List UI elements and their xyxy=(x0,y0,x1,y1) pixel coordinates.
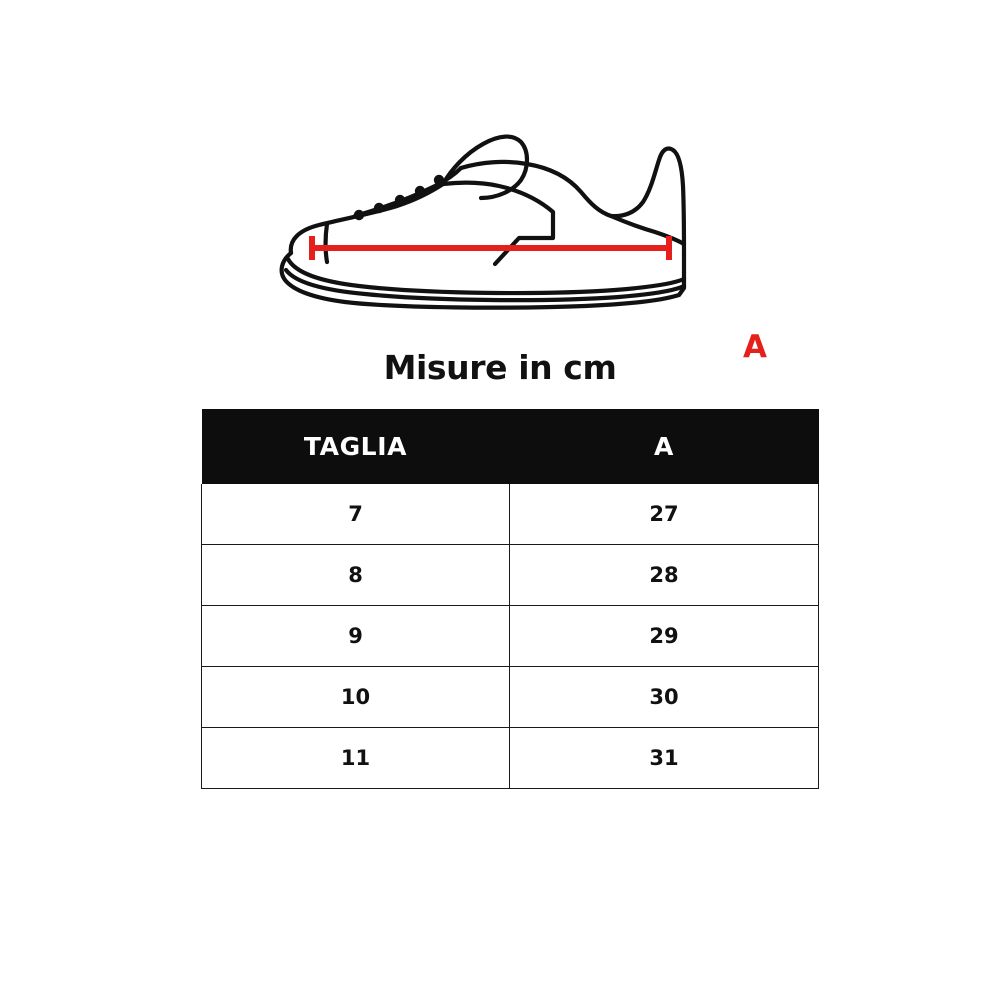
cell-size: 10 xyxy=(201,666,510,728)
measurement-label-a: A xyxy=(743,329,767,365)
collar-top-path xyxy=(458,159,614,219)
heel-inner-curve xyxy=(608,213,687,247)
heel-counter-path xyxy=(608,146,687,257)
sneaker-diagram: A xyxy=(255,120,767,363)
table-row: 7 27 xyxy=(201,484,819,545)
cell-a: 29 xyxy=(509,605,819,667)
tongue-path xyxy=(440,134,530,201)
lace-eyelet xyxy=(353,209,365,221)
outsole-path xyxy=(279,250,687,310)
cell-size: 8 xyxy=(201,544,510,606)
lace-panel-line xyxy=(352,165,464,219)
table-body: 7 27 8 28 9 29 10 30 11 31 xyxy=(201,484,819,789)
table-header: TAGLIA A xyxy=(201,409,819,484)
lace-eyelet xyxy=(394,194,406,206)
cell-size: 7 xyxy=(201,484,510,545)
cell-size: 9 xyxy=(201,605,510,667)
table-header-row: TAGLIA A xyxy=(201,409,819,484)
sneaker-illustration-svg xyxy=(279,134,687,310)
lace-eyelet xyxy=(373,202,385,214)
measurement-line-a xyxy=(309,236,672,260)
lace-eyelet xyxy=(433,174,445,186)
cell-a: 27 xyxy=(509,484,819,545)
table-row: 8 28 xyxy=(201,544,819,606)
sneaker-outline-group xyxy=(279,134,687,310)
cell-size: 11 xyxy=(201,727,510,789)
cell-a: 30 xyxy=(509,666,819,728)
cell-a: 28 xyxy=(509,544,819,606)
column-header-taglia: TAGLIA xyxy=(201,409,510,484)
page-title: Misure in cm xyxy=(383,348,617,387)
toe-cap-seam xyxy=(323,221,330,265)
column-header-a: A xyxy=(509,409,819,484)
table-row: 9 29 xyxy=(201,605,819,667)
cell-a: 31 xyxy=(509,727,819,789)
table-row: 10 30 xyxy=(201,666,819,728)
lace-eyelet xyxy=(414,185,426,197)
midsole-line-upper xyxy=(285,256,687,296)
quarter-panel-seam xyxy=(440,180,556,267)
table-row: 11 31 xyxy=(201,727,819,789)
midsole-line-lower xyxy=(283,267,687,303)
size-chart-table: TAGLIA A 7 27 8 28 9 29 10 30 11 xyxy=(201,409,819,789)
